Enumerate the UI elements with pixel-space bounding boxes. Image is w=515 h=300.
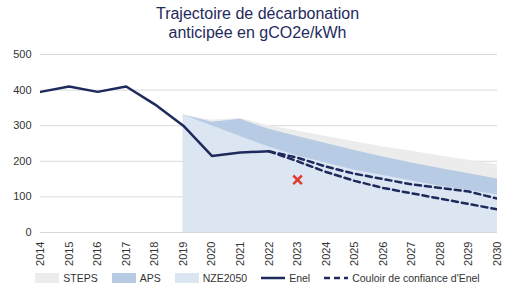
svg-text:2020: 2020	[205, 242, 217, 266]
html-text:Trajectoire de décarbonation a: Trajectoire de décarbonation anticipée e…	[156, 5, 359, 41]
svg-text:2028: 2028	[434, 242, 446, 266]
html-text:NZE2050: NZE2050	[202, 272, 248, 284]
svg-text:2017: 2017	[120, 242, 132, 266]
svg-text:100: 100	[13, 190, 31, 202]
html-text:APS: APS	[139, 272, 161, 284]
svg-text:2022: 2022	[263, 242, 275, 266]
svg-text:2025: 2025	[348, 242, 360, 266]
svg-text:2027: 2027	[405, 242, 417, 266]
svg-text:2021: 2021	[234, 242, 246, 266]
svg-text:200: 200	[13, 155, 31, 167]
svg-text:2019: 2019	[177, 242, 189, 266]
svg-text:500: 500	[13, 48, 31, 60]
html-text:Couloir de confiance d'Enel: Couloir de confiance d'Enel	[352, 272, 480, 284]
svg-text:2015: 2015	[63, 242, 75, 266]
svg-text:2016: 2016	[91, 242, 103, 266]
svg-text:2023: 2023	[291, 242, 303, 266]
html-text:Enel: Enel	[289, 272, 311, 284]
svg-text:2026: 2026	[377, 242, 389, 266]
svg-text:0: 0	[25, 226, 31, 238]
svg-text:2014: 2014	[34, 242, 46, 266]
svg-text:2030: 2030	[491, 242, 503, 266]
svg-text:300: 300	[13, 119, 31, 131]
svg-text:2024: 2024	[320, 242, 332, 266]
svg-text:2018: 2018	[148, 242, 160, 266]
svg-text:400: 400	[13, 84, 31, 96]
svg-text:2029: 2029	[462, 242, 474, 266]
html-text:STEPS: STEPS	[63, 272, 98, 284]
